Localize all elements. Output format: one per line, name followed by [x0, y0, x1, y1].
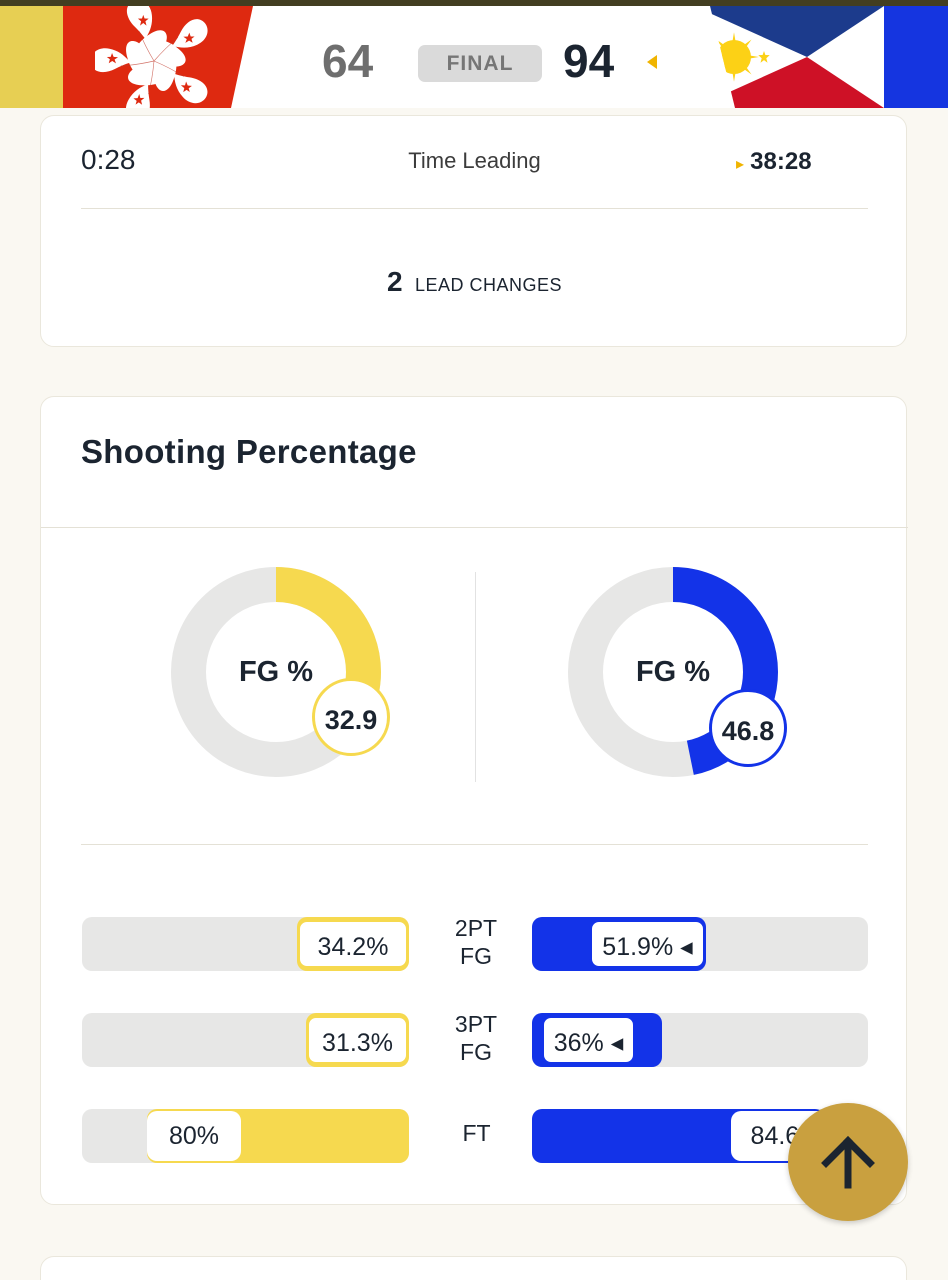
svg-text:FG %: FG % [239, 656, 313, 688]
svg-text:FG %: FG % [636, 656, 710, 688]
